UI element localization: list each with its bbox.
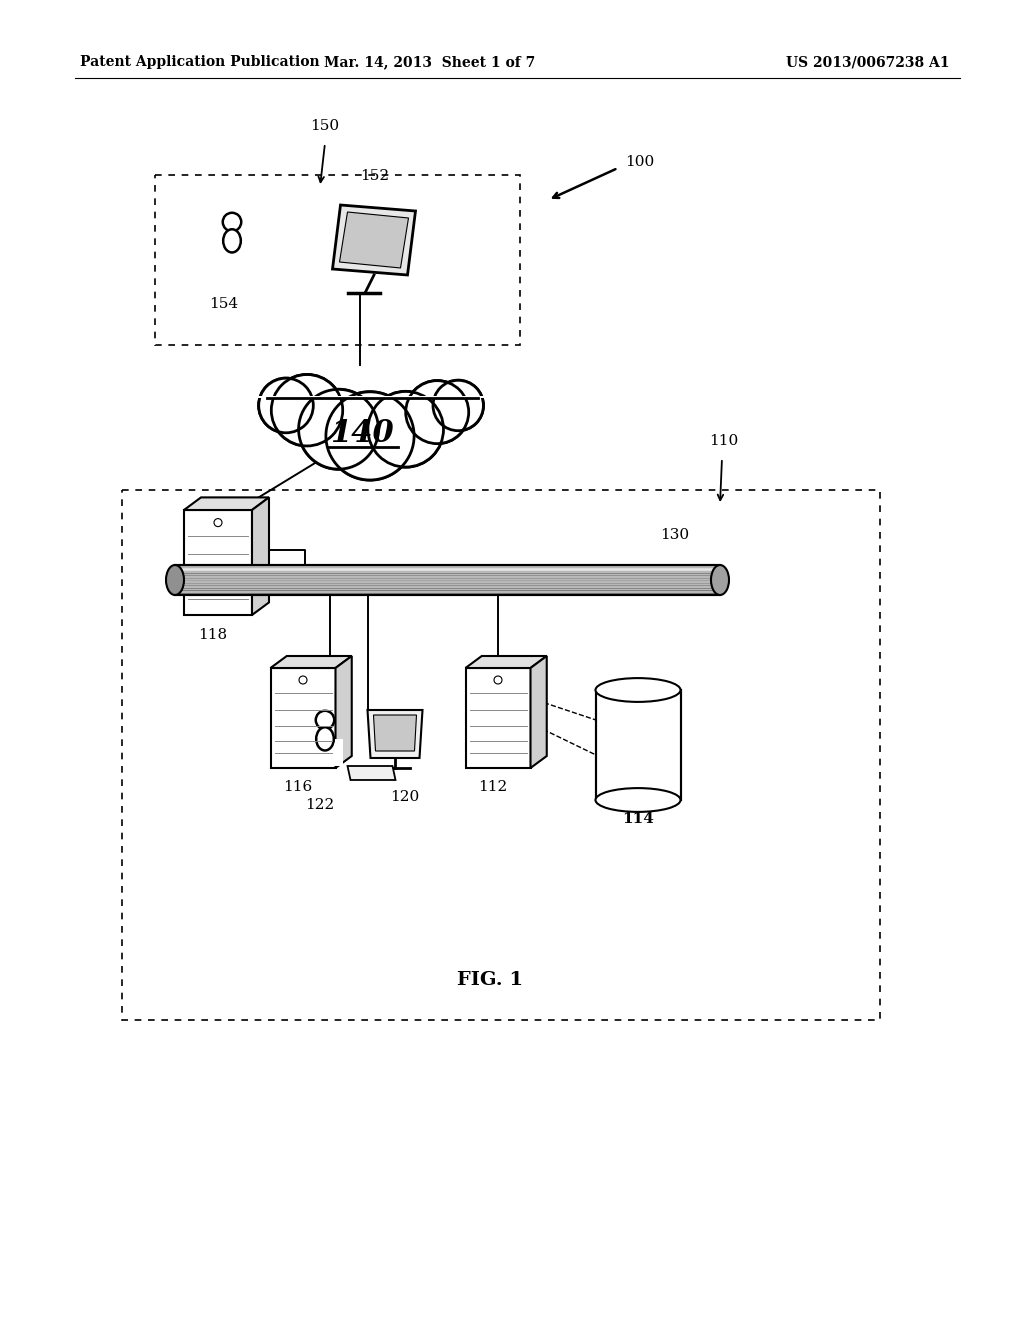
Text: Mar. 14, 2013  Sheet 1 of 7: Mar. 14, 2013 Sheet 1 of 7 bbox=[325, 55, 536, 69]
Text: 150: 150 bbox=[310, 119, 340, 133]
Polygon shape bbox=[596, 690, 681, 800]
Text: 100: 100 bbox=[625, 154, 654, 169]
Circle shape bbox=[315, 710, 334, 729]
Bar bbox=[122, 490, 880, 1020]
Circle shape bbox=[300, 391, 377, 469]
Polygon shape bbox=[340, 213, 409, 268]
Polygon shape bbox=[374, 715, 417, 751]
Text: Patent Application Publication: Patent Application Publication bbox=[80, 55, 319, 69]
Ellipse shape bbox=[596, 678, 681, 702]
Circle shape bbox=[328, 393, 413, 479]
Polygon shape bbox=[333, 205, 416, 275]
Text: 130: 130 bbox=[660, 528, 689, 543]
Circle shape bbox=[407, 381, 468, 442]
Polygon shape bbox=[184, 510, 252, 615]
Text: 114: 114 bbox=[622, 812, 654, 826]
Circle shape bbox=[271, 375, 343, 446]
Ellipse shape bbox=[223, 230, 241, 252]
Circle shape bbox=[299, 389, 379, 469]
Text: 116: 116 bbox=[284, 780, 312, 795]
Polygon shape bbox=[466, 668, 530, 768]
Ellipse shape bbox=[166, 565, 184, 595]
Bar bbox=[307, 739, 343, 766]
Circle shape bbox=[368, 392, 443, 467]
Circle shape bbox=[272, 376, 342, 445]
Circle shape bbox=[259, 379, 313, 433]
Text: 154: 154 bbox=[210, 297, 239, 312]
Ellipse shape bbox=[711, 565, 729, 595]
Polygon shape bbox=[530, 656, 547, 768]
Ellipse shape bbox=[596, 788, 681, 812]
Text: 110: 110 bbox=[710, 434, 738, 447]
Text: 112: 112 bbox=[478, 780, 508, 795]
Polygon shape bbox=[255, 396, 485, 397]
Polygon shape bbox=[255, 396, 485, 425]
Polygon shape bbox=[184, 498, 269, 510]
Circle shape bbox=[369, 392, 442, 466]
Circle shape bbox=[223, 213, 242, 231]
Bar bbox=[214, 240, 250, 268]
Circle shape bbox=[326, 392, 414, 480]
Ellipse shape bbox=[316, 727, 334, 751]
Polygon shape bbox=[336, 656, 352, 768]
Polygon shape bbox=[252, 498, 269, 615]
Circle shape bbox=[434, 381, 482, 430]
Text: US 2013/0067238 A1: US 2013/0067238 A1 bbox=[786, 55, 950, 69]
Polygon shape bbox=[347, 766, 395, 780]
Ellipse shape bbox=[596, 678, 681, 702]
Text: 118: 118 bbox=[199, 628, 227, 642]
Text: 152: 152 bbox=[360, 169, 389, 183]
Text: 120: 120 bbox=[390, 789, 420, 804]
Polygon shape bbox=[466, 656, 547, 668]
Polygon shape bbox=[270, 668, 336, 768]
Circle shape bbox=[259, 379, 312, 432]
Circle shape bbox=[433, 380, 483, 430]
Polygon shape bbox=[175, 565, 720, 595]
Text: FIG. 1: FIG. 1 bbox=[457, 972, 523, 989]
Circle shape bbox=[406, 380, 469, 444]
Text: 122: 122 bbox=[305, 799, 335, 812]
Polygon shape bbox=[368, 710, 423, 758]
Text: 140: 140 bbox=[330, 417, 394, 449]
Polygon shape bbox=[270, 656, 352, 668]
Bar bbox=[155, 176, 520, 345]
